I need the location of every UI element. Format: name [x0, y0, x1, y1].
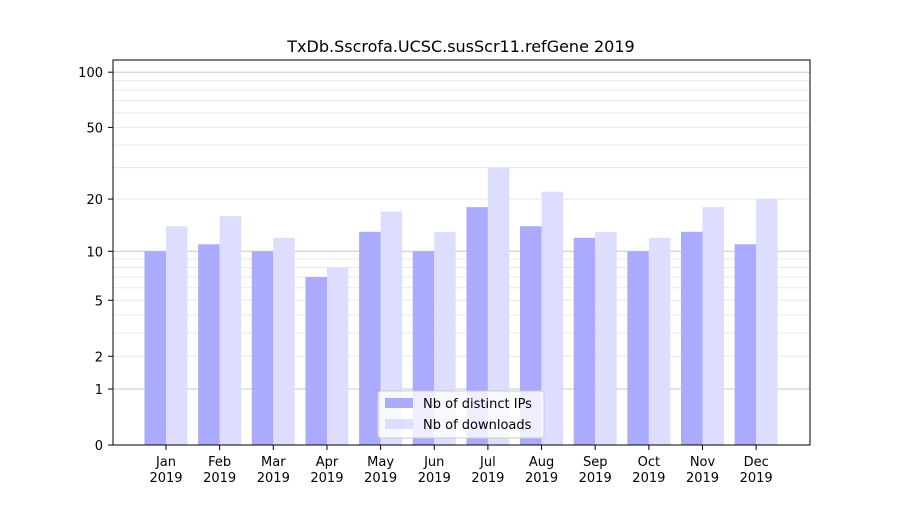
legend-label: Nb of distinct IPs — [423, 397, 532, 412]
bar-downloads — [380, 211, 403, 445]
bar-distinct-ips — [520, 226, 542, 445]
bar-downloads — [166, 226, 188, 445]
y-tick-label: 100 — [78, 66, 103, 81]
x-tick-label: 2019 — [686, 471, 719, 486]
legend-label: Nb of downloads — [423, 418, 532, 433]
x-tick-label: Jun — [423, 455, 444, 470]
x-tick-label: Feb — [208, 455, 231, 470]
x-tick-label: May — [367, 455, 394, 470]
bar-downloads — [487, 167, 510, 445]
x-tick-label: 2019 — [203, 471, 236, 486]
bar-distinct-ips — [198, 244, 220, 445]
legend-swatch — [385, 419, 413, 429]
x-tick-label: Apr — [316, 455, 339, 470]
bar-distinct-ips — [734, 244, 757, 445]
x-tick-label: Sep — [583, 455, 608, 470]
x-tick-label: Dec — [744, 455, 769, 470]
bar-distinct-ips — [573, 237, 596, 445]
bar-downloads — [702, 207, 724, 445]
bar-distinct-ips — [466, 207, 488, 445]
bar-downloads — [541, 191, 564, 445]
bar-distinct-ips — [305, 277, 327, 445]
x-tick-label: Oct — [638, 455, 660, 470]
x-tick-label: 2019 — [740, 471, 773, 486]
chart-title: TxDb.Sscrofa.UCSC.susScr11.refGene 2019 — [286, 37, 634, 56]
x-tick-label: Nov — [690, 455, 716, 470]
x-tick-label: 2019 — [310, 471, 343, 486]
bar-downloads — [756, 199, 778, 445]
x-tick-label: 2019 — [418, 471, 451, 486]
bar-downloads — [219, 216, 242, 445]
y-tick-label: 5 — [95, 294, 103, 309]
x-tick-label: 2019 — [525, 471, 558, 486]
x-tick-label: 2019 — [632, 471, 665, 486]
x-tick-label: 2019 — [471, 471, 504, 486]
x-tick-label: Jan — [155, 455, 176, 470]
y-tick-label: 50 — [86, 121, 103, 136]
bar-downloads — [648, 237, 671, 445]
y-tick-label: 10 — [86, 245, 103, 260]
bar-downloads — [326, 267, 349, 445]
bar-distinct-ips — [144, 251, 166, 445]
legend-swatch — [385, 398, 413, 408]
x-tick-label: 2019 — [149, 471, 182, 486]
x-tick-label: 2019 — [257, 471, 290, 486]
x-tick-label: 2019 — [579, 471, 612, 486]
legend-box — [377, 390, 545, 439]
bar-distinct-ips — [359, 231, 381, 445]
x-tick-label: 2019 — [364, 471, 397, 486]
y-tick-label: 2 — [95, 350, 103, 365]
y-tick-label: 20 — [86, 193, 103, 208]
y-tick-label: 1 — [95, 383, 103, 398]
bar-distinct-ips — [681, 231, 703, 445]
plot-frame — [112, 59, 811, 446]
x-tick-label: Jul — [479, 455, 496, 470]
bar-distinct-ips — [627, 251, 649, 445]
y-tick-label: 0 — [95, 439, 103, 454]
bar-distinct-ips — [251, 251, 274, 445]
x-tick-label: Mar — [261, 455, 286, 470]
bar-downloads — [595, 231, 617, 445]
bar-downloads — [273, 237, 295, 445]
x-tick-label: Aug — [529, 455, 554, 470]
